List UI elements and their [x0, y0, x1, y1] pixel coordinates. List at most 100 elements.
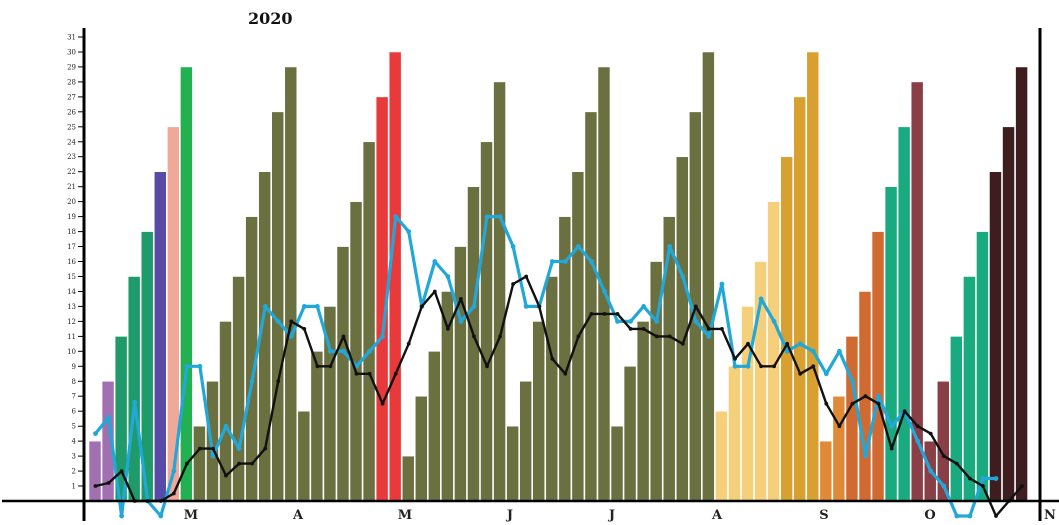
bar	[153, 171, 167, 502]
y-tick-label: 11	[67, 333, 76, 341]
series-point	[419, 304, 424, 309]
x-tick-label: J	[506, 508, 513, 523]
y-tick-label: 19	[67, 213, 76, 221]
series-point	[563, 371, 568, 376]
series-point	[471, 304, 477, 309]
series-point	[732, 363, 738, 369]
y-tick-label: 17	[67, 243, 76, 251]
y-tick-label: 2	[72, 468, 76, 476]
series-point	[928, 431, 933, 436]
bar	[702, 51, 715, 502]
y-tick-label: 14	[67, 288, 76, 296]
series-point	[902, 409, 907, 414]
series-point	[628, 319, 633, 324]
series-point	[237, 461, 242, 466]
y-tick-label: 9	[72, 363, 76, 371]
y-tick-label: 22	[67, 168, 76, 176]
series-point	[771, 319, 777, 324]
lines-group	[93, 214, 1024, 519]
series-point	[980, 476, 986, 481]
bar	[963, 276, 976, 502]
series-point	[119, 513, 124, 519]
series-point	[315, 304, 320, 309]
series-point	[784, 348, 790, 354]
series-point	[106, 414, 111, 420]
series-point	[262, 304, 268, 309]
series-point	[249, 378, 255, 384]
series-point	[589, 259, 594, 264]
series-point	[276, 379, 281, 384]
series-point	[223, 423, 229, 429]
series-point	[981, 484, 985, 488]
series-point	[458, 319, 464, 324]
series-point	[289, 319, 294, 324]
series-point	[863, 394, 868, 399]
series-point	[406, 229, 412, 235]
series-point	[823, 371, 829, 377]
series-point	[119, 469, 124, 473]
series-point	[602, 289, 607, 294]
series-point	[524, 274, 529, 279]
series-point	[171, 468, 177, 474]
y-tick-label: 28	[67, 78, 76, 86]
series-point	[485, 364, 489, 369]
y-tick-label: 23	[67, 153, 76, 161]
bar	[362, 141, 376, 502]
x-tick-label: M	[184, 508, 198, 523]
series-point	[641, 327, 646, 331]
bar	[845, 336, 859, 502]
bar	[480, 141, 493, 502]
series-point	[615, 312, 620, 316]
bar	[741, 306, 754, 502]
series-point	[511, 282, 515, 286]
series-point	[341, 348, 346, 354]
bar	[206, 380, 219, 502]
x-tick-label: A	[711, 508, 723, 523]
y-tick-label: 7	[72, 393, 76, 401]
y-tick-label: 3	[72, 453, 76, 461]
series-point	[106, 481, 111, 485]
series-point	[393, 371, 398, 376]
series-point	[706, 334, 712, 339]
series-point	[537, 304, 542, 309]
series-point	[185, 461, 189, 466]
y-tick-label: 18	[67, 228, 76, 236]
series-point	[484, 214, 490, 220]
series-point	[301, 304, 307, 309]
bar	[193, 425, 206, 502]
y-tick-label: 6	[72, 408, 77, 416]
series-point	[654, 334, 659, 339]
series-point	[733, 356, 737, 361]
series-point	[758, 296, 764, 302]
series-point	[993, 476, 999, 481]
series-point	[889, 423, 894, 429]
series-point	[994, 514, 998, 518]
x-tick-label: M	[398, 508, 412, 523]
series-point	[915, 438, 921, 444]
bar	[297, 410, 311, 502]
series-point	[746, 341, 750, 346]
series-point	[275, 319, 281, 324]
series-point	[367, 371, 372, 376]
y-tick-label: 31	[67, 34, 76, 42]
series-point	[785, 341, 790, 346]
bar	[180, 66, 193, 502]
series-point	[810, 348, 816, 354]
series-line-blue	[94, 215, 996, 518]
series-point	[745, 363, 751, 369]
bar	[715, 410, 728, 502]
series-point	[432, 289, 437, 294]
series-point	[562, 259, 568, 264]
series-point	[797, 341, 803, 347]
bar	[271, 111, 285, 502]
bar	[414, 395, 428, 502]
bar	[623, 365, 637, 502]
series-point	[523, 304, 529, 309]
series-point	[863, 453, 868, 459]
y-tick-label: 24	[67, 138, 76, 146]
bar	[532, 321, 546, 502]
series-point	[928, 468, 934, 474]
series-point	[719, 281, 725, 287]
series-point	[432, 259, 438, 264]
